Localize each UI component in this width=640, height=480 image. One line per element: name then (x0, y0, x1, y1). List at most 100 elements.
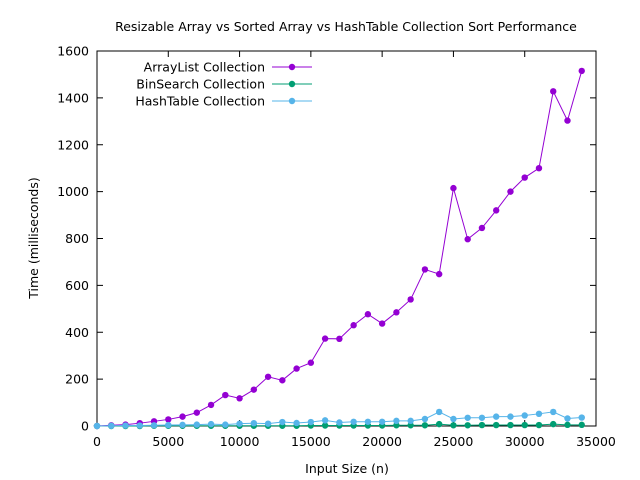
data-point (393, 422, 400, 429)
legend-item: BinSearch Collection (136, 77, 312, 92)
data-point (179, 421, 186, 429)
data-point (165, 416, 172, 423)
data-point (279, 377, 286, 384)
series-arraylist-collection (93, 67, 585, 430)
x-tick-label: 10000 (220, 434, 260, 449)
data-point (464, 236, 471, 243)
data-point (108, 422, 115, 429)
axes: 0 5000 10000 15000 20000 25000 30000 35000 0 200 4… (57, 44, 616, 450)
legend-swatch-marker (288, 63, 296, 71)
x-tick-label: 0 (93, 434, 101, 449)
data-point (421, 415, 429, 423)
data-point (236, 420, 243, 427)
data-point (222, 391, 229, 399)
x-axis-label: Input Size (n) (305, 461, 389, 476)
data-point (578, 421, 585, 429)
data-point (407, 422, 414, 429)
data-point (193, 421, 200, 428)
data-point (507, 188, 514, 195)
data-point (193, 409, 200, 416)
data-point (564, 117, 571, 124)
data-point (507, 413, 514, 420)
data-point (207, 401, 215, 409)
data-point (250, 386, 258, 393)
data-point (165, 421, 172, 429)
data-point (450, 422, 457, 429)
y-tick-label: 800 (65, 231, 89, 246)
y-axis-label: Time (milliseconds) (26, 177, 41, 299)
data-point (179, 413, 186, 420)
data-point (464, 414, 471, 421)
data-point (521, 421, 528, 429)
data-point (321, 335, 329, 342)
data-point (550, 408, 557, 416)
data-point (150, 422, 158, 429)
data-point (550, 88, 557, 95)
data-point (493, 421, 500, 429)
data-point (535, 410, 543, 418)
data-point (122, 422, 129, 429)
data-point (421, 422, 429, 429)
y-tick-label: 1000 (57, 184, 89, 199)
data-point (435, 270, 443, 278)
data-point (578, 67, 585, 75)
data-point (450, 415, 457, 423)
data-point (336, 335, 343, 343)
legend-item: HashTable Collection (135, 94, 312, 109)
legend-label: BinSearch Collection (136, 77, 265, 92)
y-tick-label: 200 (65, 372, 89, 387)
data-point (478, 414, 486, 421)
y-tick-label: 1400 (57, 90, 89, 105)
data-point (450, 184, 457, 192)
data-point (564, 415, 571, 422)
data-point (493, 413, 500, 420)
x-tick-label: 20000 (362, 434, 402, 449)
data-point (307, 359, 315, 366)
data-point (535, 164, 543, 172)
data-point (421, 266, 429, 273)
x-tick-label: 15000 (291, 434, 331, 449)
y-tick-label: 600 (65, 278, 89, 293)
data-point (293, 419, 300, 427)
data-point (250, 419, 258, 427)
y-tick-label: 1600 (57, 44, 89, 59)
y-tick-label: 400 (65, 325, 89, 340)
data-point (350, 418, 357, 425)
data-point (550, 420, 557, 428)
data-point (207, 420, 215, 428)
data-point (564, 421, 571, 429)
data-point (521, 174, 528, 181)
x-tick-label: 35000 (576, 434, 616, 449)
data-point (378, 418, 386, 425)
series-layer (93, 67, 585, 430)
data-point (407, 296, 414, 303)
data-point (464, 422, 471, 429)
y-tick-label: 0 (81, 419, 89, 434)
legend-item: ArrayList Collection (144, 60, 312, 75)
legend: ArrayList Collection BinSearch Collection… (135, 60, 312, 109)
data-point (321, 417, 329, 424)
data-point (478, 224, 486, 232)
x-tick-label: 30000 (505, 434, 545, 449)
legend-label: HashTable Collection (135, 94, 265, 109)
y-tick-label: 1200 (57, 137, 89, 152)
data-point (578, 414, 585, 421)
data-point (378, 320, 386, 327)
series-hashtable-collection (93, 408, 585, 430)
legend-swatch-marker (288, 80, 296, 88)
data-point (435, 420, 443, 428)
data-point (478, 421, 486, 429)
data-point (521, 412, 528, 419)
data-point (93, 422, 101, 430)
x-tick-label: 25000 (434, 434, 474, 449)
data-point (364, 311, 372, 318)
data-point (264, 420, 272, 427)
data-point (435, 408, 443, 416)
data-point (535, 421, 543, 429)
chart-title: Resizable Array vs Sorted Array vs HashT… (115, 19, 577, 34)
data-point (222, 421, 229, 428)
x-tick-label: 5000 (152, 434, 184, 449)
data-point (350, 322, 357, 329)
data-point (293, 365, 300, 372)
data-point (393, 309, 400, 316)
